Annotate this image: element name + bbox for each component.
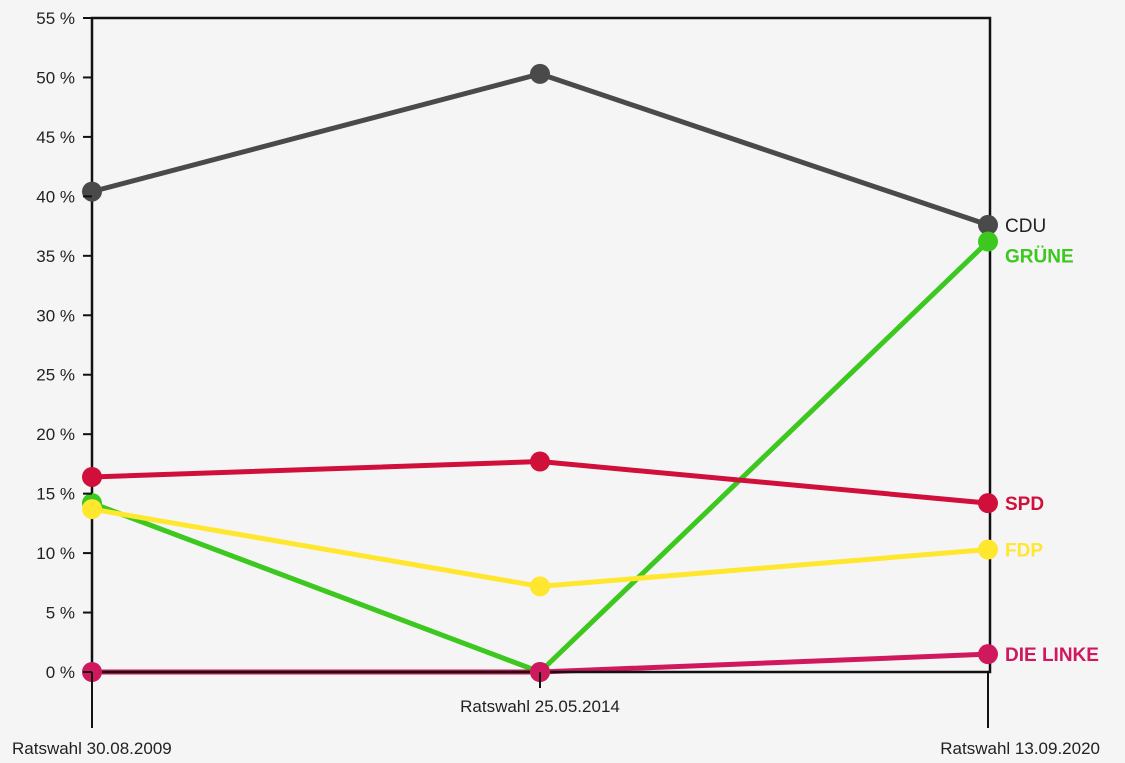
data-point xyxy=(530,63,550,84)
plot-frame xyxy=(90,16,992,674)
y-tick-label: 5 % xyxy=(46,604,75,623)
series-label: CDU xyxy=(1005,216,1046,237)
y-tick-label: 0 % xyxy=(46,663,75,682)
data-point xyxy=(82,499,102,520)
y-tick-label: 35 % xyxy=(36,247,75,266)
data-point xyxy=(978,493,998,514)
series-labels: CDU GRÜNE SPD FDP DIE LINKE xyxy=(1005,216,1099,666)
x-tick-label: Ratswahl 30.08.2009 xyxy=(12,739,172,758)
series-line xyxy=(89,71,991,228)
x-axis: Ratswahl 30.08.2009 Ratswahl 25.05.2014 Ra… xyxy=(12,672,1100,758)
data-point xyxy=(530,576,550,597)
data-point xyxy=(978,231,998,252)
marker-layer xyxy=(82,63,998,682)
y-tick-label: 30 % xyxy=(36,306,75,325)
y-tick-label: 15 % xyxy=(36,485,75,504)
series-label: FDP xyxy=(1005,541,1043,562)
y-tick-label: 25 % xyxy=(36,366,75,385)
series-label: GRÜNE xyxy=(1005,247,1074,268)
x-tick-label: Ratswahl 13.09.2020 xyxy=(940,739,1100,758)
data-point xyxy=(978,539,998,560)
data-point xyxy=(530,451,550,472)
data-point xyxy=(82,181,102,202)
y-tick-label: 40 % xyxy=(36,187,75,206)
x-tick-label: Ratswahl 25.05.2014 xyxy=(460,697,620,716)
series-label: DIE LINKE xyxy=(1005,645,1099,666)
series-label: SPD xyxy=(1005,494,1044,515)
y-tick-label: 45 % xyxy=(36,128,75,147)
series-line xyxy=(89,506,991,589)
y-tick-label: 55 % xyxy=(36,9,75,28)
y-tick-label: 50 % xyxy=(36,68,75,87)
data-point xyxy=(978,644,998,665)
y-tick-label: 10 % xyxy=(36,544,75,563)
data-point xyxy=(82,466,102,487)
y-axis: 0 % 5 % 10 % 15 % 20 % 25 % 30 % 35 % 40 % 45 % 50… xyxy=(36,9,92,682)
y-tick-label: 20 % xyxy=(36,425,75,444)
data-point xyxy=(978,214,998,235)
